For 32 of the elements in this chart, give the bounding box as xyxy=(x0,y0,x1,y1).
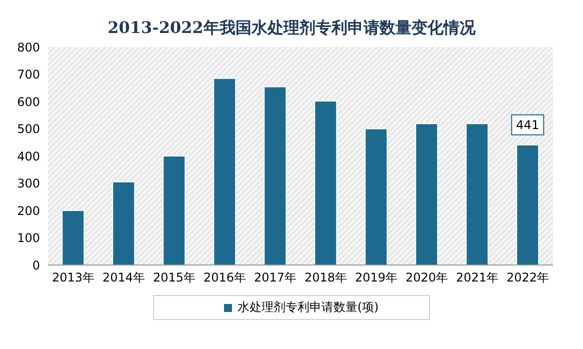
x-tick-label: 2014年 xyxy=(102,270,146,285)
x-tick-label: 2013年 xyxy=(52,270,95,285)
y-tick-label: 800 xyxy=(17,40,40,54)
y-tick-label: 100 xyxy=(17,231,40,246)
y-tick-label: 600 xyxy=(17,94,40,109)
y-tick-label: 0 xyxy=(32,258,40,272)
x-tick-label: 2021年 xyxy=(456,270,499,285)
y-tick-label: 400 xyxy=(17,149,40,164)
y-tick-label: 300 xyxy=(17,176,40,191)
y-tick-label: 500 xyxy=(17,122,40,136)
bar xyxy=(264,86,287,265)
bar xyxy=(62,210,85,265)
chart-title: 2013-2022年我国水处理剂专利申请数量变化情况 xyxy=(106,18,476,39)
bar xyxy=(213,78,236,265)
bar xyxy=(466,123,489,265)
x-tick-label: 2022年 xyxy=(506,270,550,285)
bar xyxy=(112,181,136,265)
bar xyxy=(162,156,186,265)
legend-label: 水处理剂专利申请数量(项) xyxy=(237,299,379,316)
data-label: 441 xyxy=(516,118,540,132)
bar xyxy=(314,100,338,265)
x-tick-label: 2016年 xyxy=(203,270,246,285)
x-tick-label: 2017年 xyxy=(254,270,297,285)
x-tick-label: 2020年 xyxy=(405,270,448,285)
x-tick-label: 2019年 xyxy=(354,270,398,285)
bar xyxy=(415,123,438,265)
bar xyxy=(516,144,540,265)
bar xyxy=(364,128,388,265)
x-tick-label: 2015年 xyxy=(152,270,196,285)
x-tick-label: 2018年 xyxy=(304,270,348,285)
y-tick-label: 700 xyxy=(17,68,40,82)
y-tick-label: 200 xyxy=(17,204,40,218)
